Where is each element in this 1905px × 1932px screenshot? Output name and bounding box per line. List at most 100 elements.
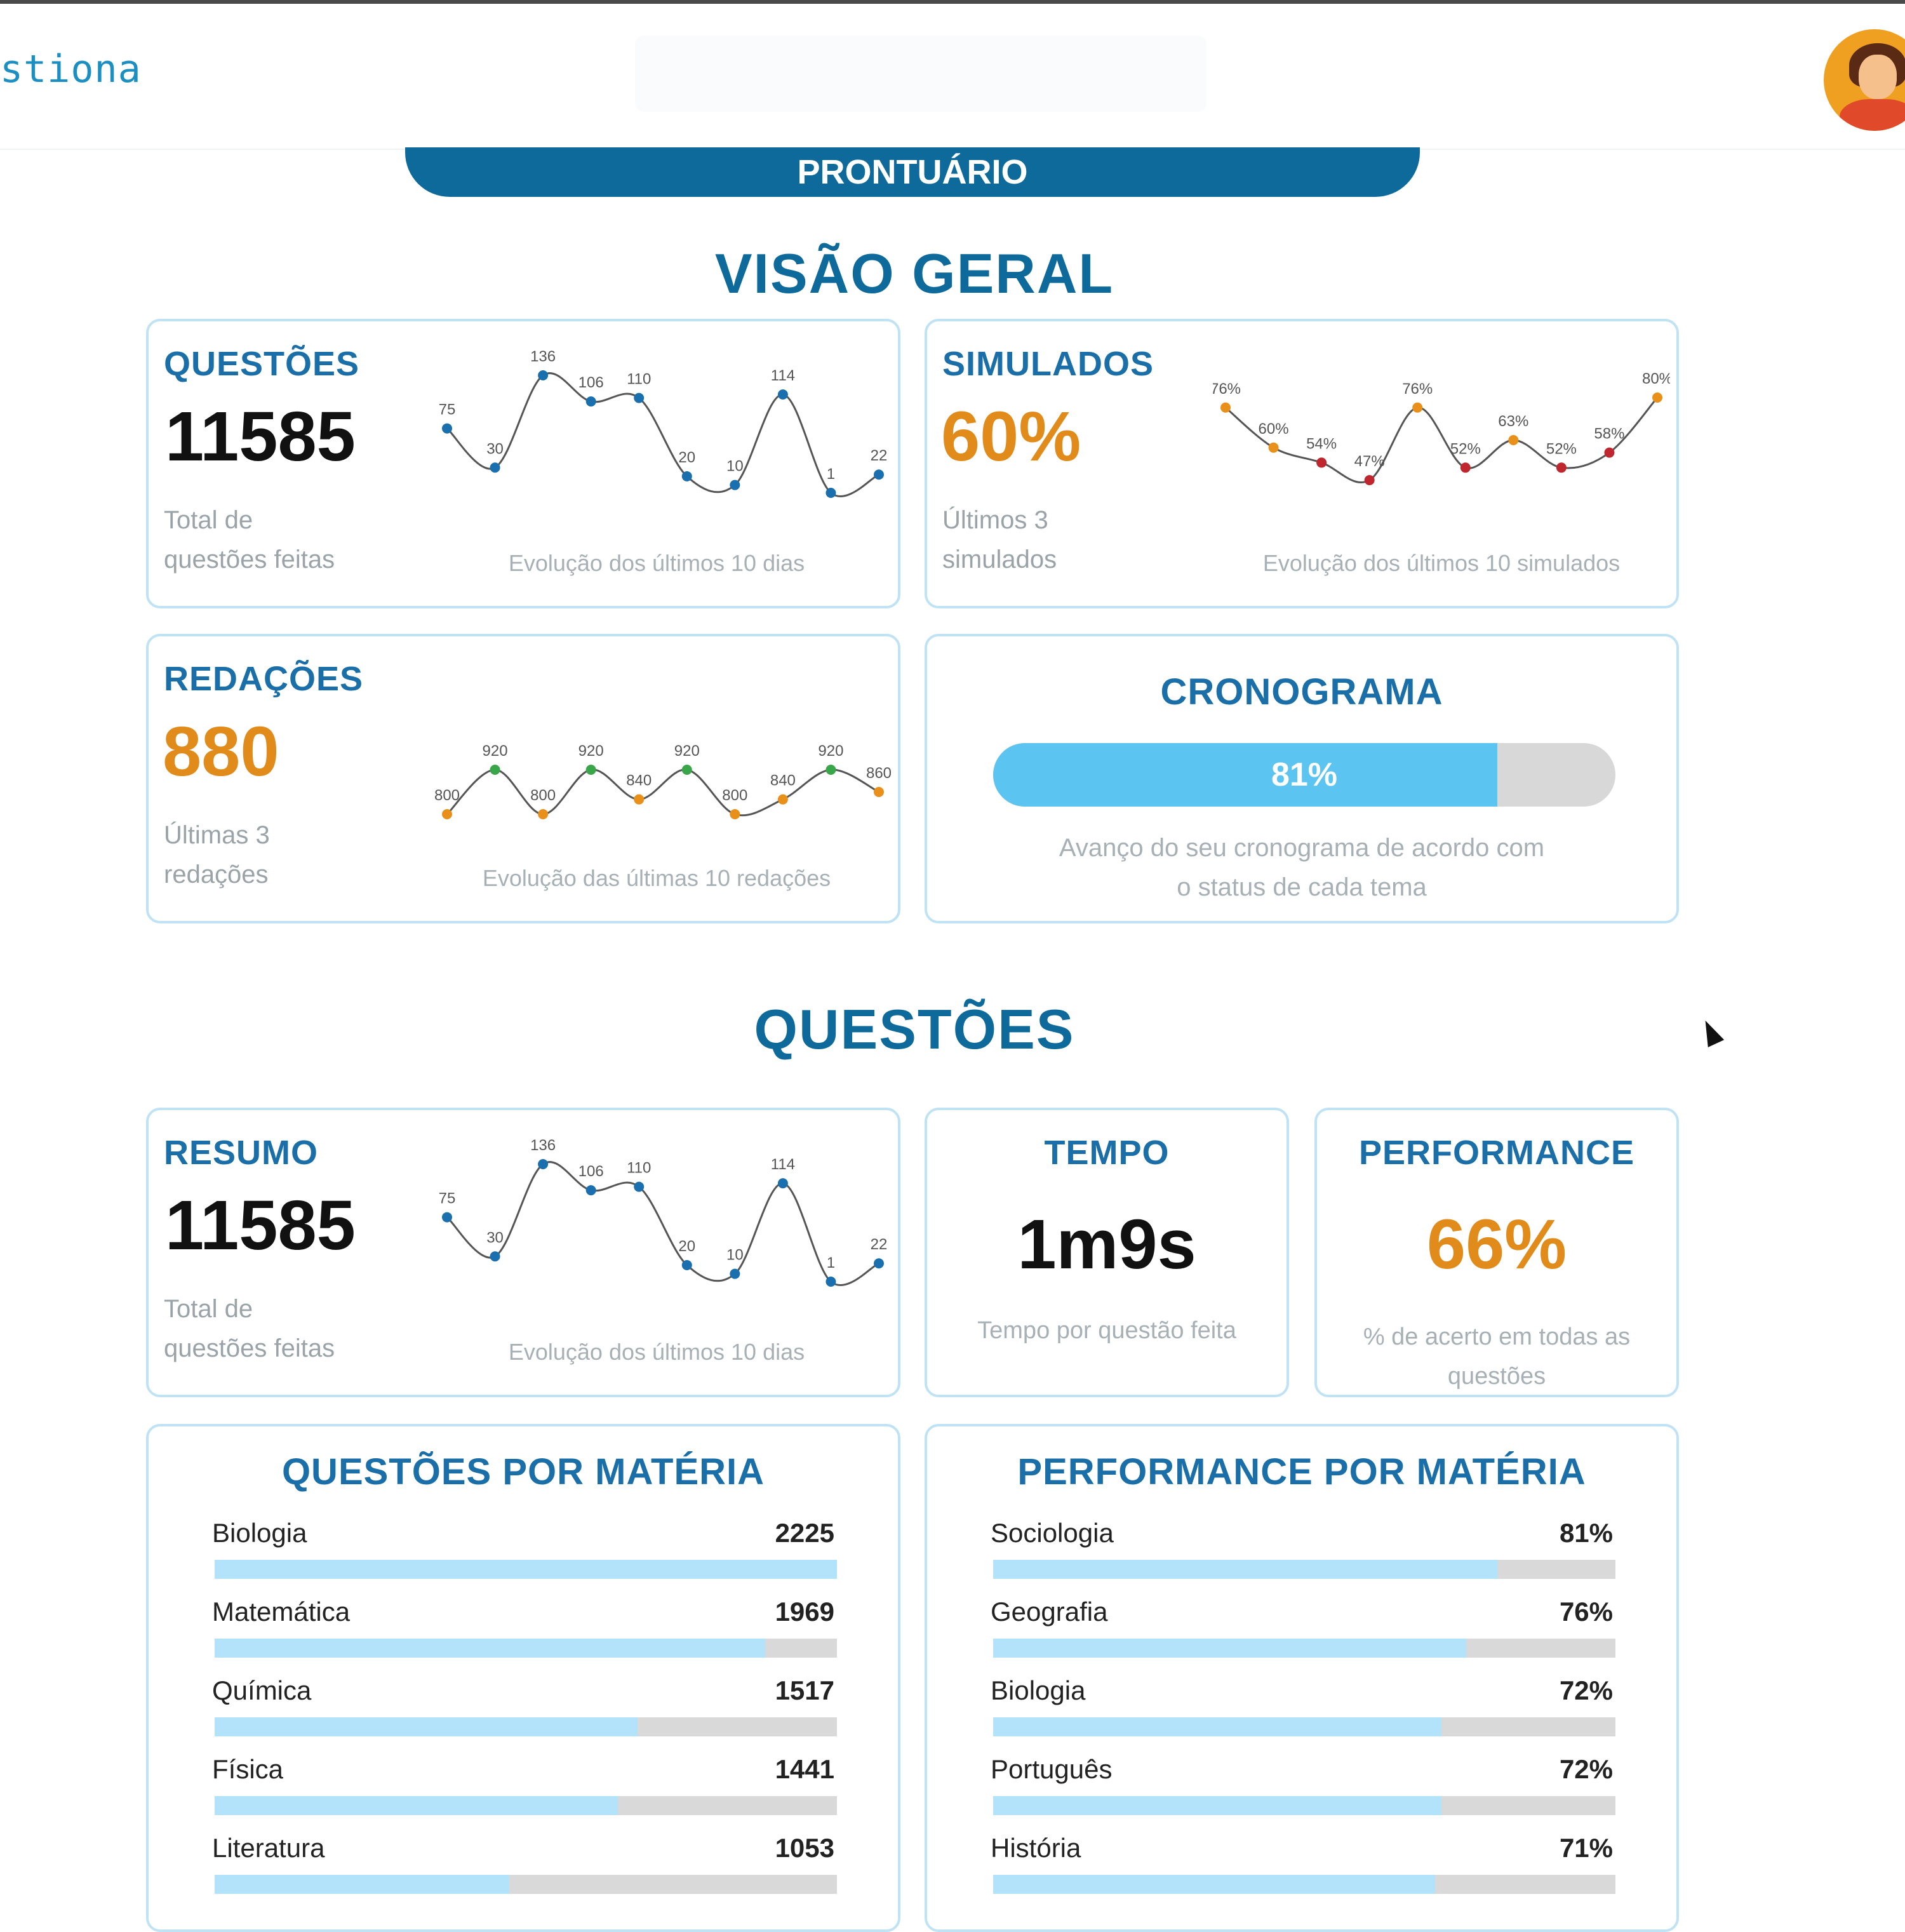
data-point[interactable] [585, 396, 596, 407]
data-point[interactable] [826, 488, 836, 498]
data-point[interactable] [730, 1268, 740, 1279]
data-point[interactable] [1556, 462, 1567, 473]
data-label: 22 [871, 447, 888, 464]
subject-label: Matemática [212, 1597, 351, 1627]
data-label: 800 [530, 787, 556, 804]
data-point[interactable] [442, 423, 452, 434]
series-line [446, 372, 879, 498]
header-center-area [635, 36, 1206, 112]
card-subtitle: Total de questões feitas [164, 1289, 335, 1368]
data-point[interactable] [490, 462, 500, 473]
card-resumo[interactable]: RESUMO 11585 Total de questões feitas 75… [146, 1108, 900, 1397]
data-label: 75 [439, 401, 456, 419]
data-label: 10 [726, 1247, 744, 1264]
data-point[interactable] [777, 389, 788, 400]
data-label: 106 [578, 374, 604, 391]
card-title: QUESTÕES POR MATÉRIA [281, 1451, 765, 1493]
subject-label: História [991, 1833, 1081, 1863]
subject-bar [993, 1875, 1615, 1894]
data-label: 110 [627, 371, 651, 388]
card-title: CRONOGRAMA [1160, 671, 1443, 713]
data-point[interactable] [490, 765, 500, 775]
chart-caption: Evolução dos últimos 10 dias [508, 1339, 805, 1365]
data-point[interactable] [826, 765, 836, 775]
resumo-total-value: 11585 [165, 1186, 356, 1265]
total-questions-value: 11585 [165, 398, 356, 476]
chart-caption: Evolução dos últimos 10 dias [508, 550, 805, 576]
subject-bar [215, 1639, 837, 1658]
card-tempo[interactable]: TEMPO 1m9s Tempo por questão feita [925, 1108, 1289, 1397]
data-point[interactable] [730, 480, 740, 490]
data-point[interactable] [538, 1159, 549, 1169]
card-subtitle: Últimos 3 simulados [942, 500, 1057, 579]
resumo-sparkline-chart: 75 30 136 106 110 20 10 114 1 22 [439, 1137, 887, 1287]
subject-bar-fill [993, 1875, 1435, 1894]
data-label: 80% [1642, 370, 1670, 387]
caption-line2: o status de cada tema [1177, 873, 1427, 901]
user-avatar[interactable] [1824, 29, 1905, 131]
cronograma-progress-bar: 81% [993, 743, 1615, 807]
card-questoes-por-materia[interactable]: QUESTÕES POR MATÉRIA Biologia 2225 Matemát… [146, 1424, 900, 1932]
data-point[interactable] [538, 370, 549, 380]
series-line [446, 768, 879, 817]
subject-label: Biologia [212, 1518, 307, 1548]
data-point[interactable] [1604, 447, 1615, 458]
progress-label: 81% [1271, 756, 1338, 793]
data-point[interactable] [585, 765, 596, 775]
data-label: 76% [1213, 380, 1241, 398]
data-point[interactable] [634, 1181, 645, 1192]
card-redacoes[interactable]: REDAÇÕES 880 Últimas 3 redações 800 920 80… [146, 634, 900, 923]
data-point[interactable] [634, 392, 645, 403]
cronograma-caption: Avanço do seu cronograma de acordo com o… [927, 828, 1676, 907]
tab-prontuario[interactable]: PRONTUÁRIO [405, 147, 1420, 197]
subject-bar-fill [993, 1560, 1497, 1579]
data-point[interactable] [1220, 402, 1231, 413]
subtitle-line2: questões feitas [164, 1334, 335, 1362]
data-point[interactable] [634, 794, 645, 805]
data-label: 20 [678, 1238, 695, 1255]
data-point[interactable] [1316, 457, 1327, 468]
data-point[interactable] [874, 787, 884, 797]
card-cronograma[interactable]: CRONOGRAMA 81% Avanço do seu cronograma … [925, 634, 1679, 923]
series-line [446, 1161, 879, 1287]
section-title-overview: VISÃO GERAL [714, 242, 1114, 305]
data-point[interactable] [1268, 442, 1279, 453]
data-point[interactable] [538, 809, 549, 819]
data-point[interactable] [874, 469, 884, 480]
data-label: 30 [486, 440, 504, 457]
data-point[interactable] [777, 1178, 788, 1189]
subject-bar [215, 1560, 837, 1579]
brand-logo[interactable]: stiona [0, 47, 142, 91]
data-point[interactable] [1412, 402, 1423, 413]
card-title: REDAÇÕES [164, 660, 364, 698]
data-point[interactable] [1508, 434, 1519, 445]
performance-caption: % de acerto em todas as questões [1317, 1317, 1676, 1396]
data-point[interactable] [1652, 392, 1662, 403]
card-performance[interactable]: PERFORMANCE 66% % de acerto em todas as … [1314, 1108, 1679, 1397]
data-point[interactable] [442, 809, 452, 819]
data-point[interactable] [1364, 475, 1375, 485]
data-point[interactable] [490, 1251, 500, 1262]
data-point[interactable] [730, 809, 740, 819]
data-label: 136 [530, 348, 556, 365]
data-point[interactable] [681, 471, 692, 481]
data-point[interactable] [585, 1185, 596, 1196]
data-point[interactable] [874, 1258, 884, 1269]
data-label: 58% [1594, 426, 1624, 443]
subject-bar-fill [993, 1796, 1441, 1815]
data-point[interactable] [1460, 462, 1471, 473]
card-performance-por-materia[interactable]: PERFORMANCE POR MATÉRIA Sociologia 81% Geo… [925, 1424, 1679, 1932]
card-questoes[interactable]: QUESTÕES 11585 Total de questões feitas … [146, 319, 900, 608]
data-point[interactable] [777, 794, 788, 805]
progress-fill [993, 743, 1497, 807]
subject-value: 72% [1559, 1754, 1613, 1784]
subject-bar [215, 1717, 837, 1736]
subject-bar-fill [993, 1717, 1441, 1736]
data-point[interactable] [826, 1277, 836, 1287]
data-point[interactable] [442, 1212, 452, 1223]
card-title: PERFORMANCE POR MATÉRIA [1017, 1451, 1586, 1493]
data-point[interactable] [681, 1259, 692, 1270]
data-point[interactable] [681, 765, 692, 775]
redacoes-score-value: 880 [163, 713, 279, 791]
card-simulados[interactable]: SIMULADOS 60% Últimos 3 simulados 76% 60%… [925, 319, 1679, 608]
